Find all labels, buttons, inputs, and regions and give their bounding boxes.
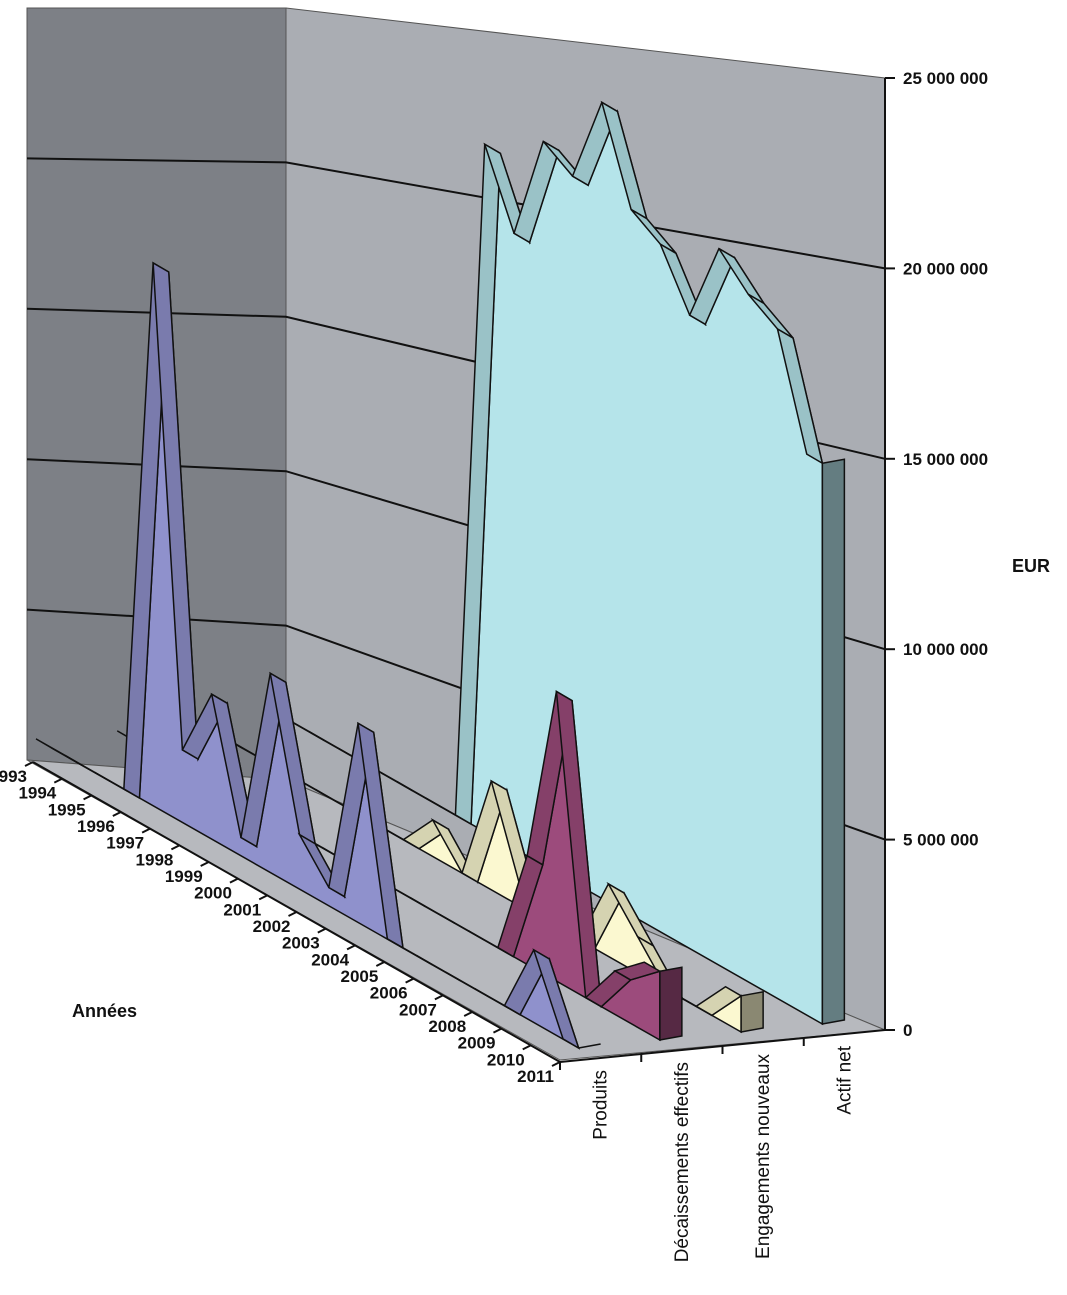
series-label: Engagements nouveaux [753,1054,774,1259]
x-tick-mark [434,994,444,1001]
x-tick-mark [346,944,356,951]
y-tick-label: 25 000 000 [903,69,988,88]
x-tick-label: 2010 [487,1050,525,1069]
x-tick-label: 1997 [106,834,144,853]
x-tick-mark [53,777,63,784]
y-tick-label: 15 000 000 [903,450,988,469]
x-tick-label: 2001 [223,900,261,919]
series-label: Décaissements effectifs [672,1062,693,1262]
series-top-strip [776,327,824,465]
series-top-strip [613,961,662,981]
x-tick-mark [288,911,297,917]
x-tick-mark [258,894,268,901]
x-tick-label: 2011 [517,1067,554,1086]
x-tick-mark [141,827,151,834]
series-3 [279,100,846,1026]
x-tick-label: 1993 [0,767,27,786]
y-tick-label: 10 000 000 [903,640,988,659]
x-tick-mark [170,844,180,851]
series-0 [35,261,601,1050]
x-tick-mark [375,961,385,967]
series-end-cap [821,458,846,1025]
series-end-cap [740,990,764,1033]
x-tick-mark [83,794,93,801]
x-tick-mark [463,1011,473,1017]
x-tick-mark [551,1061,561,1067]
x-tick-mark [200,861,210,867]
x-tick-label: 2007 [399,1000,437,1019]
x-tick-label: 2004 [311,950,349,969]
x-tick-label: 2000 [194,884,232,903]
x-tick-label: 2003 [282,934,320,953]
x-tick-label: 2002 [253,917,291,936]
x-tick-label: 1999 [165,867,203,886]
x-tick-mark [112,811,122,817]
y-axis-title: EUR [1012,556,1050,576]
y-tick-label: 5 000 000 [903,831,979,850]
series-label: Actif net [834,1045,855,1114]
x-tick-label: 1996 [77,817,115,836]
x-tick-label: 1995 [48,800,86,819]
y-tick-label: 20 000 000 [903,259,988,278]
series-top-strip [694,985,743,1017]
gridline [26,157,886,270]
x-tick-mark [229,877,239,884]
y-axis: 0 5 000 000 10 000 000 15 000 000 20 000 000… [884,69,988,1040]
x-axis-title: Années [72,1001,137,1021]
series-end-cap [578,1043,601,1049]
series-axis: Produits Décaissements effectifs Engagemen… [559,1029,886,1262]
series-top-strip [532,948,580,1050]
x-tick-label: 1994 [18,784,56,803]
x-tick-mark [522,1044,532,1051]
series-ribbons [35,100,846,1050]
x-tick-mark [405,977,415,984]
series-end-cap [659,966,683,1041]
x-axis: 1993199419951996199719981999200020012002… [0,761,561,1086]
x-tick-label: 2008 [428,1017,466,1036]
series-label: Produits [591,1070,612,1140]
x-tick-label: 2006 [370,984,408,1003]
x-tick-mark [492,1027,502,1034]
x-tick-mark [24,761,34,767]
x-tick-label: 2005 [341,967,379,986]
x-tick-label: 2009 [458,1034,496,1053]
x-tick-mark [317,927,327,934]
y-tick-label: 0 [903,1021,912,1040]
x-tick-label: 1998 [136,850,174,869]
